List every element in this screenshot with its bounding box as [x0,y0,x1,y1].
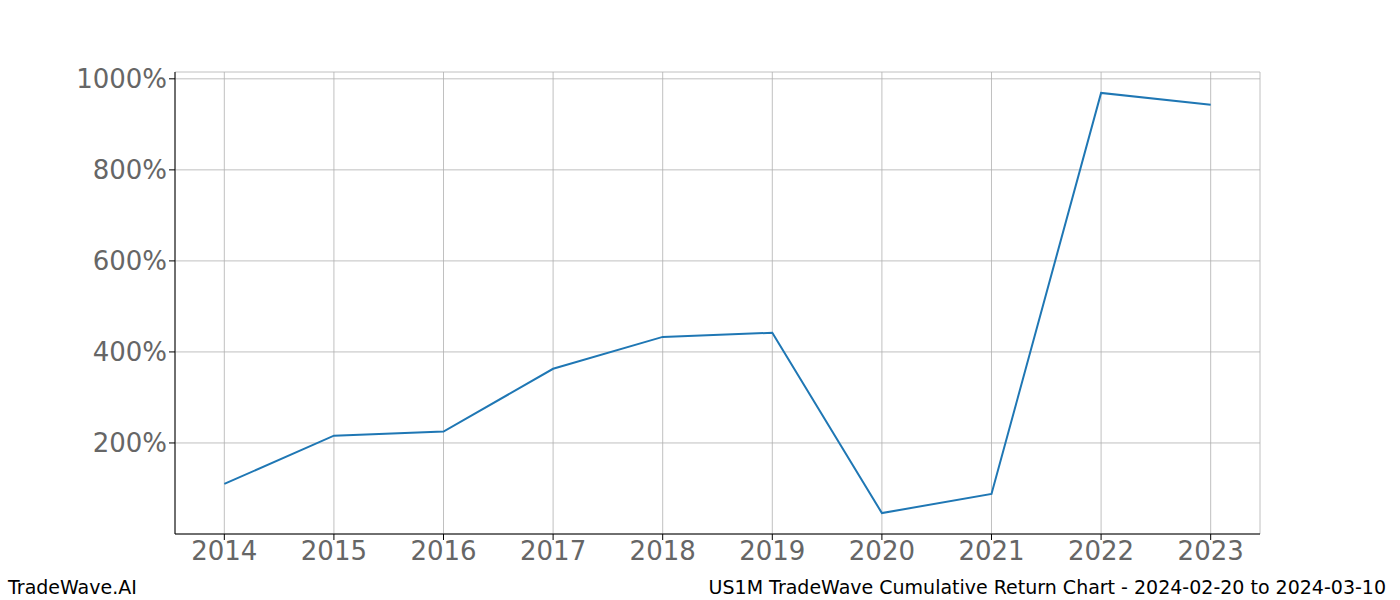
svg-text:600%: 600% [93,246,167,276]
html-text:TradeWave.AI: TradeWave.AI [8,576,137,598]
svg-text:200%: 200% [93,428,167,458]
svg-text:2018: 2018 [630,536,696,566]
svg-text:1000%: 1000% [76,64,167,94]
svg-text:2019: 2019 [739,536,805,566]
svg-text:2014: 2014 [191,536,257,566]
html-text:US1M TradeWave Cumulative Retu: US1M TradeWave Cumulative Return Chart -… [708,576,1386,598]
svg-text:800%: 800% [93,155,167,185]
svg-text:2020: 2020 [849,536,915,566]
svg-text:2015: 2015 [301,536,367,566]
svg-text:2023: 2023 [1178,536,1244,566]
svg-text:2022: 2022 [1068,536,1134,566]
svg-text:2017: 2017 [520,536,586,566]
svg-text:2021: 2021 [958,536,1024,566]
svg-text:400%: 400% [93,337,167,367]
svg-text:2016: 2016 [410,536,476,566]
